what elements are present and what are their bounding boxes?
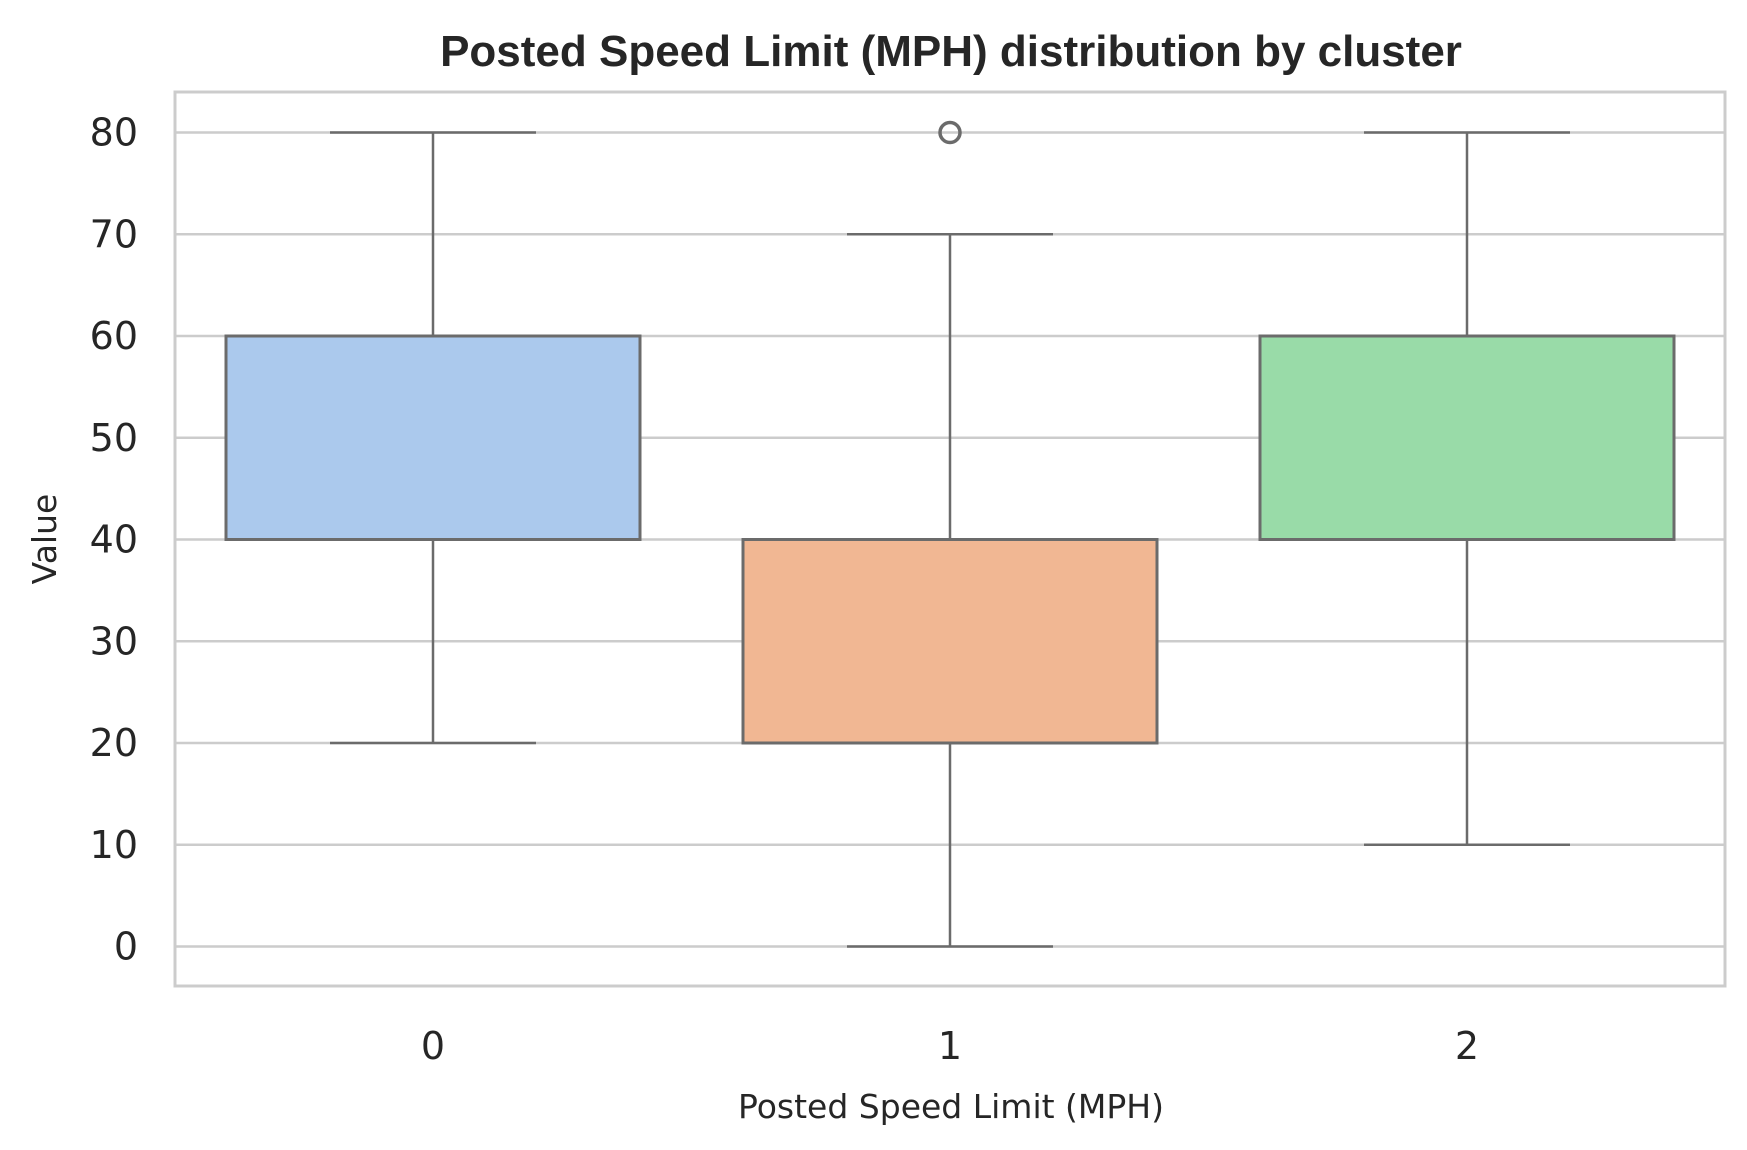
y-tick-label-30: 30	[90, 619, 138, 663]
x-tick-label-2: 2	[1455, 1024, 1479, 1068]
y-tick-label-40: 40	[90, 518, 138, 562]
box-group-0	[224, 131, 642, 745]
x-tick-labels: 0 1 2	[421, 1024, 1479, 1068]
x-axis-label: Posted Speed Limit (MPH)	[738, 1087, 1164, 1126]
box-0	[224, 334, 642, 541]
y-tick-label-10: 10	[90, 823, 138, 867]
y-tick-label-70: 70	[90, 212, 138, 256]
y-tick-label-60: 60	[90, 314, 138, 358]
outlier-point-1-0	[938, 120, 962, 145]
x-tick-label-1: 1	[938, 1024, 962, 1068]
y-tick-label-80: 80	[90, 111, 138, 155]
box-1	[741, 538, 1159, 745]
box-2	[1258, 334, 1676, 541]
boxes	[224, 120, 1676, 948]
y-axis-label: Value	[25, 494, 64, 585]
chart-title: Posted Speed Limit (MPH) distribution by…	[440, 27, 1462, 76]
x-tick-label-0: 0	[421, 1024, 445, 1068]
plot-area-frame	[173, 90, 1727, 988]
box-group-2	[1258, 131, 1676, 846]
box-group-1	[741, 120, 1159, 948]
y-tick-label-0: 0	[114, 925, 138, 969]
y-tick-labels: 0 10 20 30 40 50 60 70 80	[90, 111, 138, 969]
y-tick-label-50: 50	[90, 416, 138, 460]
y-tick-label-20: 20	[90, 721, 138, 765]
